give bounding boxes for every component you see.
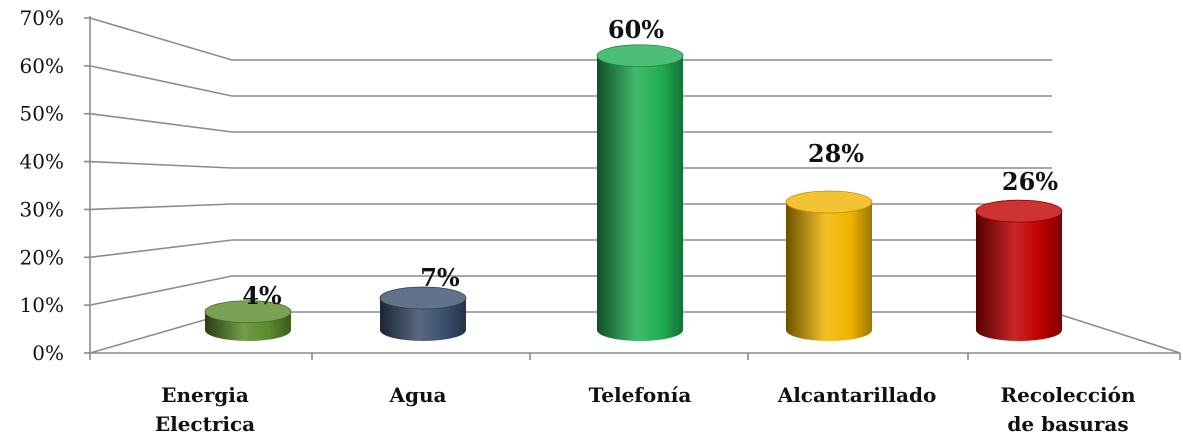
y-tick-label: 50% (20, 102, 64, 126)
x-tick-label: Alcantarillado (777, 383, 937, 407)
y-tick-label: 0% (32, 341, 64, 365)
data-label: 26% (1002, 167, 1058, 196)
bar-body (597, 55, 683, 341)
y-tick-label: 40% (20, 150, 64, 174)
labels: 0% 10% 20% 30% 40% 50% 60% 70% 4% 7% 60% 28% 26% Ener… (20, 6, 1136, 436)
y-tick-label: 30% (20, 197, 64, 221)
bar (379, 286, 467, 341)
bar-top (379, 286, 467, 310)
gridline-side (89, 160, 233, 169)
y-tick-label: 60% (20, 54, 64, 78)
gridline-side (89, 112, 233, 133)
data-label: 28% (808, 139, 864, 168)
gridline-side (89, 239, 233, 259)
bar (785, 190, 873, 341)
y-tick-label: 70% (20, 6, 64, 30)
gridline-side (89, 17, 233, 61)
floor-edge (1051, 311, 1181, 354)
bar-top (785, 190, 873, 214)
bar (975, 199, 1063, 341)
axes (84, 16, 1181, 360)
gridline-side (89, 65, 233, 97)
x-tick-label: Energia Electrica (155, 383, 255, 436)
data-label: 7% (420, 263, 460, 292)
x-tick-label: Agua (388, 383, 446, 407)
gridline-side (89, 275, 233, 306)
bar-top (596, 44, 684, 68)
x-tick-label: Recolección de basuras (1000, 383, 1135, 436)
bar-top (204, 300, 292, 324)
data-label: 4% (242, 281, 282, 310)
y-tick-label: 20% (20, 245, 64, 269)
bar-top (975, 199, 1063, 223)
bar-body (380, 298, 466, 341)
data-label: 60% (608, 15, 664, 44)
bars (204, 44, 1063, 341)
x-tick-label: Telefonía (589, 383, 692, 407)
y-tick-label: 10% (20, 293, 64, 317)
bar-body (976, 211, 1062, 341)
bar (596, 44, 684, 341)
bar-body (786, 202, 872, 341)
gridline-side (89, 203, 233, 211)
bar (204, 300, 292, 341)
